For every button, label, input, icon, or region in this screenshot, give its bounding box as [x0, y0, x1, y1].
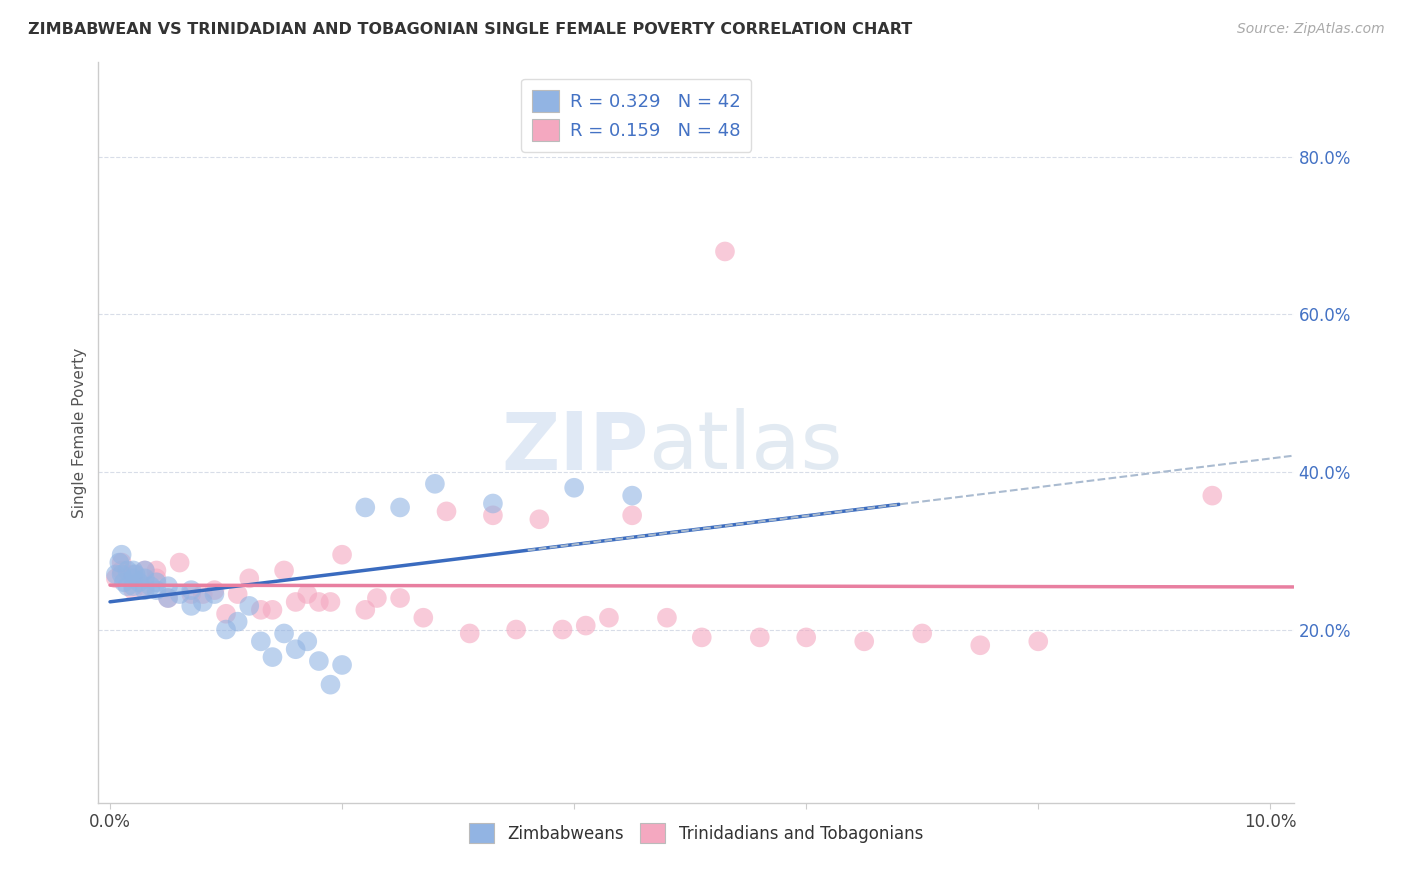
Point	[111, 556, 134, 570]
Point	[139, 579, 162, 593]
Point	[551, 623, 574, 637]
Point	[111, 567, 134, 582]
Point	[412, 610, 434, 624]
Point	[794, 631, 817, 645]
Point	[169, 556, 191, 570]
Point	[215, 607, 238, 621]
Point	[122, 567, 145, 582]
Point	[180, 583, 202, 598]
Point	[853, 634, 876, 648]
Point	[124, 567, 146, 582]
Point	[655, 610, 678, 624]
Point	[128, 575, 150, 590]
Point	[111, 564, 134, 578]
Text: Source: ZipAtlas.com: Source: ZipAtlas.com	[1237, 22, 1385, 37]
Point	[308, 595, 330, 609]
Point	[226, 587, 249, 601]
Point	[423, 476, 446, 491]
Y-axis label: Single Female Poverty: Single Female Poverty	[72, 348, 87, 517]
Point	[458, 626, 481, 640]
Point	[366, 591, 388, 605]
Point	[191, 587, 214, 601]
Point	[714, 244, 737, 259]
Point	[1026, 634, 1049, 648]
Point	[273, 564, 295, 578]
Point	[122, 571, 145, 585]
Point	[204, 583, 226, 598]
Legend: Zimbabweans, Trinidadians and Tobagonians: Zimbabweans, Trinidadians and Tobagonian…	[463, 816, 929, 850]
Point	[297, 587, 319, 601]
Point	[482, 496, 505, 510]
Point	[505, 623, 527, 637]
Point	[911, 626, 934, 640]
Point	[157, 591, 180, 605]
Text: ZIMBABWEAN VS TRINIDADIAN AND TOBAGONIAN SINGLE FEMALE POVERTY CORRELATION CHART: ZIMBABWEAN VS TRINIDADIAN AND TOBAGONIAN…	[28, 22, 912, 37]
Point	[621, 489, 644, 503]
Point	[1201, 489, 1223, 503]
Point	[145, 564, 167, 578]
Point	[436, 504, 458, 518]
Point	[117, 579, 139, 593]
Point	[157, 591, 180, 605]
Point	[134, 564, 156, 578]
Point	[157, 579, 180, 593]
Point	[112, 575, 135, 590]
Point	[621, 508, 644, 523]
Point	[575, 618, 598, 632]
Point	[238, 571, 260, 585]
Point	[134, 583, 156, 598]
Text: atlas: atlas	[648, 409, 842, 486]
Point	[134, 564, 156, 578]
Point	[330, 657, 353, 672]
Point	[262, 603, 284, 617]
Point	[145, 583, 167, 598]
Point	[169, 587, 191, 601]
Point	[319, 595, 342, 609]
Point	[284, 595, 307, 609]
Point	[529, 512, 551, 526]
Point	[598, 610, 620, 624]
Point	[180, 587, 202, 601]
Point	[389, 500, 412, 515]
Point	[690, 631, 713, 645]
Point	[297, 634, 319, 648]
Text: ZIP: ZIP	[501, 409, 648, 486]
Point	[108, 556, 131, 570]
Point	[104, 571, 127, 585]
Point	[273, 626, 295, 640]
Point	[215, 623, 238, 637]
Point	[122, 583, 145, 598]
Point	[191, 595, 214, 609]
Point	[319, 678, 342, 692]
Point	[308, 654, 330, 668]
Point	[134, 579, 156, 593]
Point	[111, 548, 134, 562]
Point	[284, 642, 307, 657]
Point	[134, 571, 156, 585]
Point	[389, 591, 412, 605]
Point	[482, 508, 505, 523]
Point	[104, 567, 127, 582]
Point	[250, 603, 273, 617]
Point	[262, 650, 284, 665]
Point	[250, 634, 273, 648]
Point	[562, 481, 585, 495]
Point	[238, 599, 260, 613]
Point	[117, 564, 139, 578]
Point	[330, 548, 353, 562]
Point	[180, 599, 202, 613]
Point	[226, 615, 249, 629]
Point	[122, 579, 145, 593]
Point	[748, 631, 770, 645]
Point	[145, 571, 167, 585]
Point	[354, 500, 377, 515]
Point	[145, 575, 167, 590]
Point	[354, 603, 377, 617]
Point	[969, 638, 991, 652]
Point	[122, 564, 145, 578]
Point	[204, 587, 226, 601]
